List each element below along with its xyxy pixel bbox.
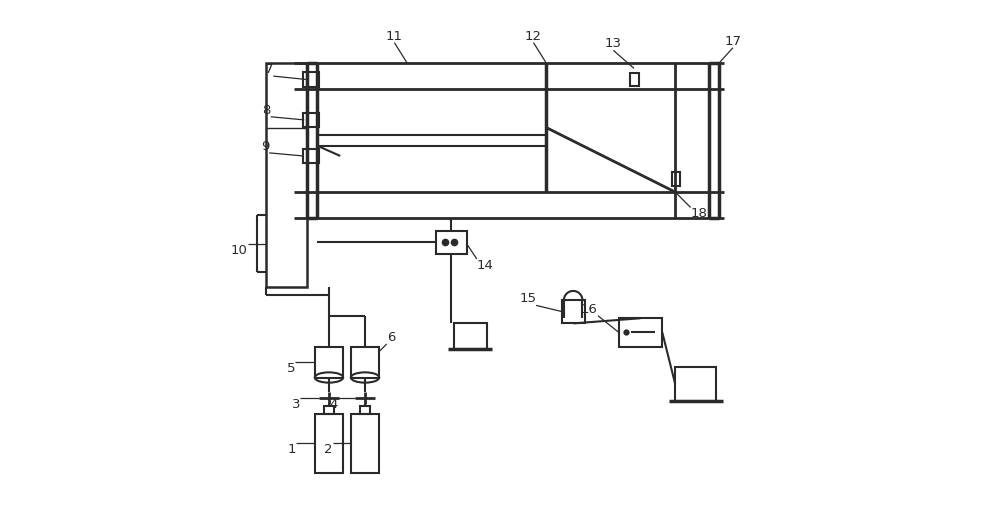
Text: 6: 6	[387, 331, 395, 344]
Bar	[315, 347, 343, 378]
Bar	[630, 73, 639, 87]
Text: 3: 3	[292, 398, 300, 411]
Text: 9: 9	[261, 140, 269, 153]
Bar	[303, 113, 319, 127]
Bar	[351, 413, 379, 473]
Text: 18: 18	[691, 208, 708, 221]
Bar	[360, 406, 370, 413]
Bar	[315, 413, 343, 473]
Bar	[619, 318, 662, 347]
Text: 15: 15	[519, 292, 536, 306]
Text: 11: 11	[386, 30, 403, 42]
Text: 7: 7	[265, 63, 273, 76]
Bar	[675, 367, 716, 401]
Text: 12: 12	[525, 30, 542, 42]
Bar	[303, 73, 319, 87]
Text: 4: 4	[329, 398, 338, 411]
Bar	[672, 172, 680, 186]
Bar	[324, 406, 334, 413]
Text: 17: 17	[724, 35, 741, 48]
Bar	[436, 231, 467, 254]
Bar	[303, 149, 319, 163]
Text: 10: 10	[231, 243, 248, 256]
Bar	[454, 323, 487, 349]
Text: 8: 8	[262, 104, 271, 117]
Bar	[266, 63, 307, 287]
Text: 5: 5	[287, 362, 295, 375]
Text: 16: 16	[581, 303, 598, 315]
Text: 2: 2	[324, 443, 333, 456]
Bar	[351, 347, 379, 378]
Bar	[562, 300, 585, 323]
Text: 14: 14	[477, 259, 494, 272]
Text: 13: 13	[605, 37, 622, 50]
Text: 1: 1	[288, 443, 296, 456]
